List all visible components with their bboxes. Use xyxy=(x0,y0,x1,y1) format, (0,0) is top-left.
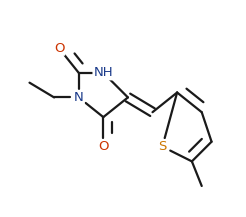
Text: S: S xyxy=(158,140,167,153)
Text: NH: NH xyxy=(93,66,113,79)
Text: O: O xyxy=(54,42,64,55)
Text: O: O xyxy=(98,140,108,153)
Text: N: N xyxy=(74,91,84,104)
